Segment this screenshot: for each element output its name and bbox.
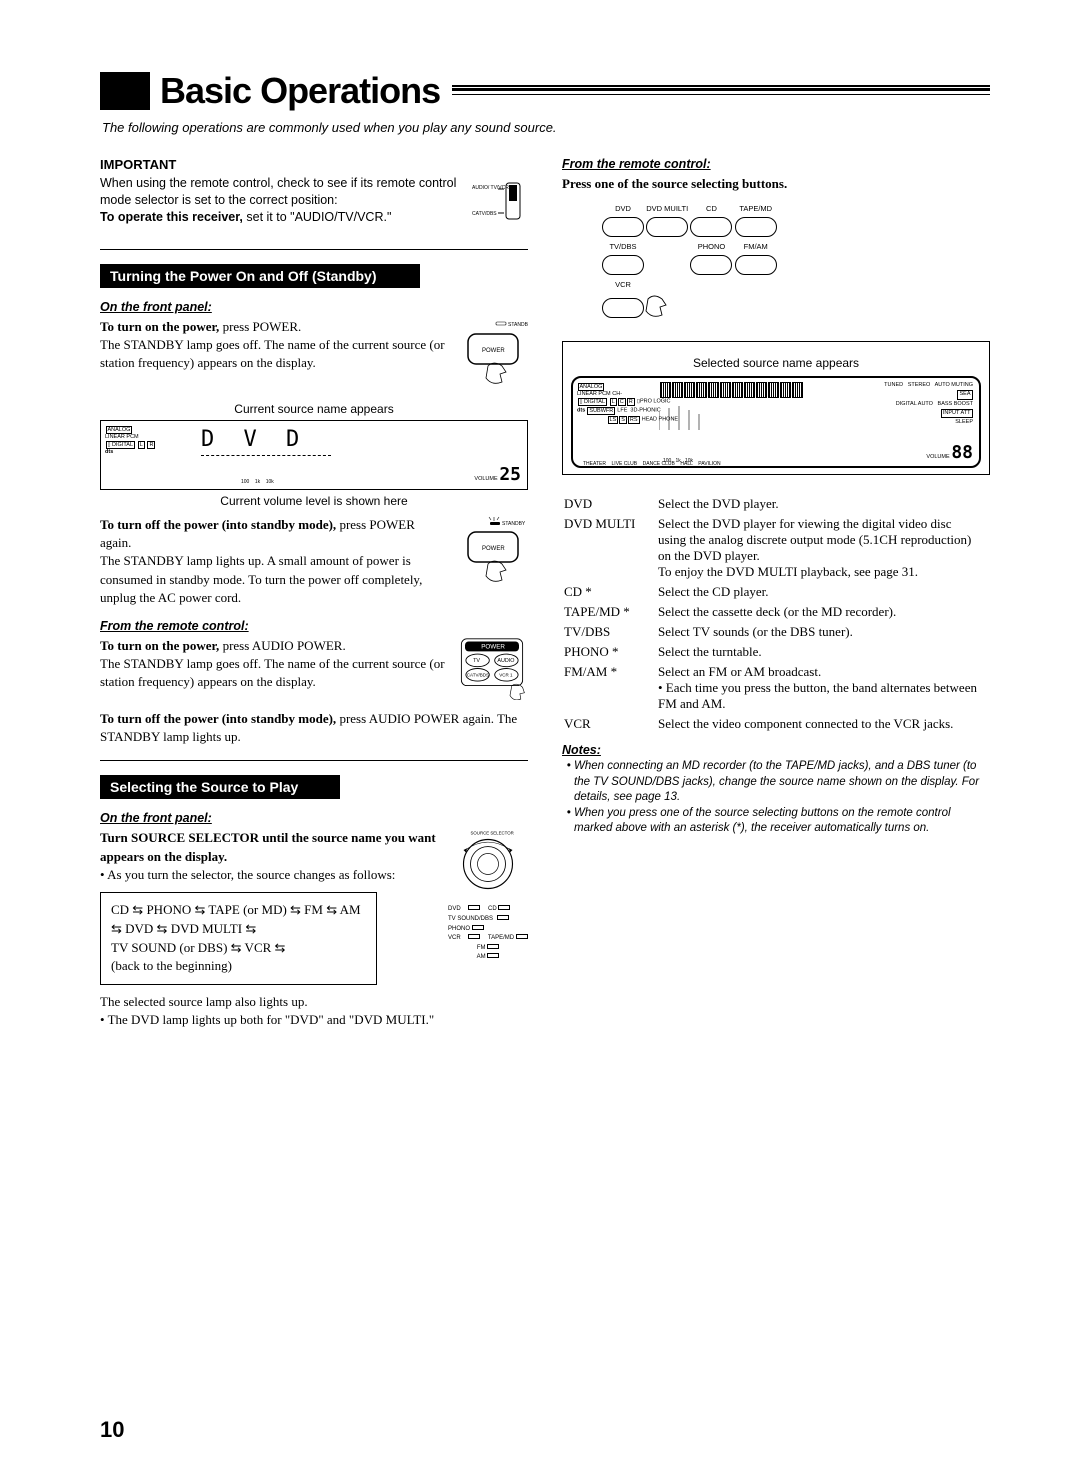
- source-key: CD *: [564, 583, 656, 601]
- remote-power-icon: POWER TV AUDIO CATV/BDS VCR 1: [456, 637, 528, 700]
- source-desc: Select the DVD player for viewing the di…: [658, 515, 988, 581]
- left-column: IMPORTANT When using the remote control,…: [100, 157, 528, 1030]
- section-header-source: Selecting the Source to Play: [100, 775, 340, 799]
- source-desc: Select the turntable.: [658, 643, 988, 661]
- svg-text:STANDBY: STANDBY: [502, 521, 526, 527]
- source-description-table: DVDSelect the DVD player.DVD MULTISelect…: [562, 493, 990, 735]
- source-desc: Select an FM or AM broadcast. • Each tim…: [658, 663, 988, 713]
- remote-dvd-multi-button[interactable]: [646, 217, 688, 237]
- svg-text:SOURCE SELECTOR: SOURCE SELECTOR: [471, 831, 514, 836]
- svg-text:POWER: POWER: [482, 348, 505, 354]
- source-desc: Select the video component connected to …: [658, 715, 988, 733]
- title-rule: [452, 88, 990, 95]
- notes-heading: Notes:: [562, 743, 990, 757]
- notes-list: When connecting an MD recorder (to the T…: [562, 759, 990, 837]
- note-1: When connecting an MD recorder (to the T…: [574, 759, 990, 806]
- page-title: Basic Operations: [160, 70, 440, 112]
- power-button-on-icon: STANDBY POWER: [458, 318, 528, 398]
- remote-label-1: From the remote control:: [100, 619, 528, 633]
- remote-fmam-button[interactable]: [735, 255, 777, 275]
- source-desc: Select the cassette deck (or the MD reco…: [658, 603, 988, 621]
- important-text: When using the remote control, check to …: [100, 176, 456, 207]
- page-title-row: Basic Operations: [100, 70, 990, 112]
- source-sequence: CD ⇆ PHONO ⇆ TAPE (or MD) ⇆ FM ⇆ AM ⇆ DV…: [100, 892, 377, 985]
- remote-off-text: To turn off the power (into standby mode…: [100, 710, 528, 746]
- important-bold: To operate this receiver,: [100, 210, 243, 224]
- divider-2: [100, 760, 528, 761]
- after-seq-2: • The DVD lamp lights up both for "DVD" …: [100, 1011, 438, 1029]
- svg-text:POWER: POWER: [481, 644, 505, 651]
- svg-text:CATV/DBS: CATV/DBS: [472, 211, 497, 217]
- important-heading: IMPORTANT: [100, 157, 528, 172]
- display-caption: Selected source name appears: [571, 356, 981, 370]
- display-panel-wrap: Selected source name appears ANALOG LINE…: [562, 341, 990, 475]
- remote-phono-button[interactable]: [690, 255, 732, 275]
- svg-text:STANDBY: STANDBY: [508, 322, 528, 328]
- hand-press-icon: [640, 293, 680, 323]
- display-volume: 25: [499, 464, 521, 485]
- source-key: VCR: [564, 715, 656, 733]
- remote-label-2: From the remote control:: [562, 157, 990, 171]
- remote-dvd-button[interactable]: [602, 217, 644, 237]
- source-key: DVD: [564, 495, 656, 513]
- intro-text: The following operations are commonly us…: [102, 120, 990, 135]
- power-button-off-icon: STANDBY POWER: [458, 516, 528, 596]
- divider: [100, 249, 528, 250]
- source-desc: Select the CD player.: [658, 583, 988, 601]
- remote-source-buttons: DVD DVD MUILTI CD TAPE/MD TV/DBS PHONO F…: [602, 205, 990, 323]
- source-selector-icon: SOURCE SELECTOR DVD CD TV SOUND/DBS PHON…: [448, 829, 528, 963]
- mode-selector-icon: AUDIO/ TV/VCR CATV/DBS: [468, 175, 528, 235]
- section-header-power: Turning the Power On and Off (Standby): [100, 264, 420, 288]
- svg-text:AUDIO: AUDIO: [497, 658, 514, 664]
- source-key: DVD MULTI: [564, 515, 656, 581]
- page-number: 10: [100, 1417, 124, 1443]
- display-panel-large: ANALOG LINEAR PCM CH- ▯ DIGITAL LCR ▯PRO…: [571, 376, 981, 468]
- front-display-panel: ANALOG LINEAR PCM ▯ DIGITAL L R dts D V …: [100, 420, 528, 490]
- right-column: From the remote control: Press one of th…: [562, 157, 990, 1030]
- press-source-text: Press one of the source selecting button…: [562, 175, 990, 193]
- source-desc: Select TV sounds (or the DBS tuner).: [658, 623, 988, 641]
- remote-cd-button[interactable]: [690, 217, 732, 237]
- svg-text:POWER: POWER: [482, 546, 505, 552]
- source-key: TAPE/MD *: [564, 603, 656, 621]
- svg-text:TV: TV: [473, 658, 480, 664]
- turn-selector-bullet: • As you turn the selector, the source c…: [100, 866, 438, 884]
- front-panel-label-1: On the front panel:: [100, 300, 528, 314]
- source-key: TV/DBS: [564, 623, 656, 641]
- front-panel-label-2: On the front panel:: [100, 811, 528, 825]
- remote-tvdbs-button[interactable]: [602, 255, 644, 275]
- display-source-text: D V D: [201, 427, 307, 452]
- svg-text:AUDIO/ TV/VCR: AUDIO/ TV/VCR: [472, 185, 509, 191]
- important-tail: set it to "AUDIO/TV/VCR.": [243, 210, 392, 224]
- remote-on-text: To turn on the power, press AUDIO POWER.…: [100, 637, 446, 692]
- display-vol-88: 88: [951, 442, 973, 463]
- svg-text:CATV/BDS: CATV/BDS: [467, 673, 489, 678]
- source-desc: Select the DVD player.: [658, 495, 988, 513]
- power-off-text: To turn off the power (into standby mode…: [100, 516, 448, 607]
- note-2: When you press one of the source selecti…: [574, 806, 990, 837]
- svg-text:VCR 1: VCR 1: [499, 673, 513, 678]
- turn-selector-bold: Turn SOURCE SELECTOR until the source na…: [100, 829, 438, 865]
- caption-source-name: Current source name appears: [100, 402, 528, 416]
- important-body: When using the remote control, check to …: [100, 175, 462, 226]
- source-key: FM/AM *: [564, 663, 656, 713]
- source-key: PHONO *: [564, 643, 656, 661]
- power-on-text: To turn on the power, press POWER. The S…: [100, 318, 448, 373]
- title-black-box: [100, 72, 150, 110]
- caption-volume: Current volume level is shown here: [100, 494, 528, 508]
- remote-tape-md-button[interactable]: [735, 217, 777, 237]
- remote-vcr-button[interactable]: [602, 298, 644, 318]
- after-seq-1: The selected source lamp also lights up.: [100, 993, 438, 1011]
